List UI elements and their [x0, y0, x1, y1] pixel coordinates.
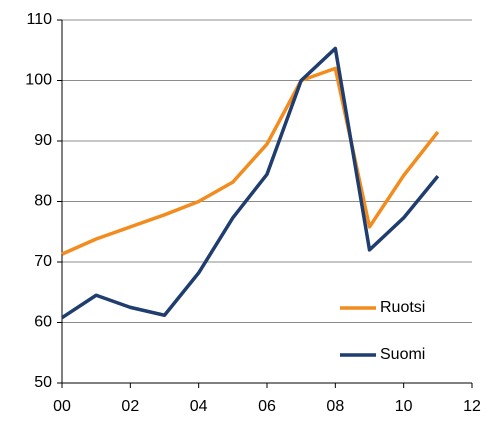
- y-tick-label: 90: [34, 132, 52, 149]
- x-tick-label: 12: [463, 398, 481, 415]
- x-tick-label: 02: [121, 398, 139, 415]
- y-tick-label: 50: [34, 374, 52, 391]
- y-tick-label: 60: [34, 314, 52, 331]
- y-tick-label: 80: [34, 193, 52, 210]
- legend-label: Suomi: [380, 346, 425, 363]
- y-tick-label: 100: [25, 72, 52, 89]
- series-line: [61, 46, 440, 320]
- y-tick-label: 110: [26, 11, 52, 28]
- x-tick-label: 10: [395, 398, 413, 415]
- x-tick-label: 08: [326, 398, 344, 415]
- x-tick-label: 04: [190, 398, 208, 415]
- y-tick-label: 70: [34, 253, 52, 270]
- x-tick-label: 06: [258, 398, 276, 415]
- legend-label: Ruotsi: [380, 299, 425, 316]
- series-line: [61, 66, 440, 256]
- x-tick-label: 00: [53, 398, 71, 415]
